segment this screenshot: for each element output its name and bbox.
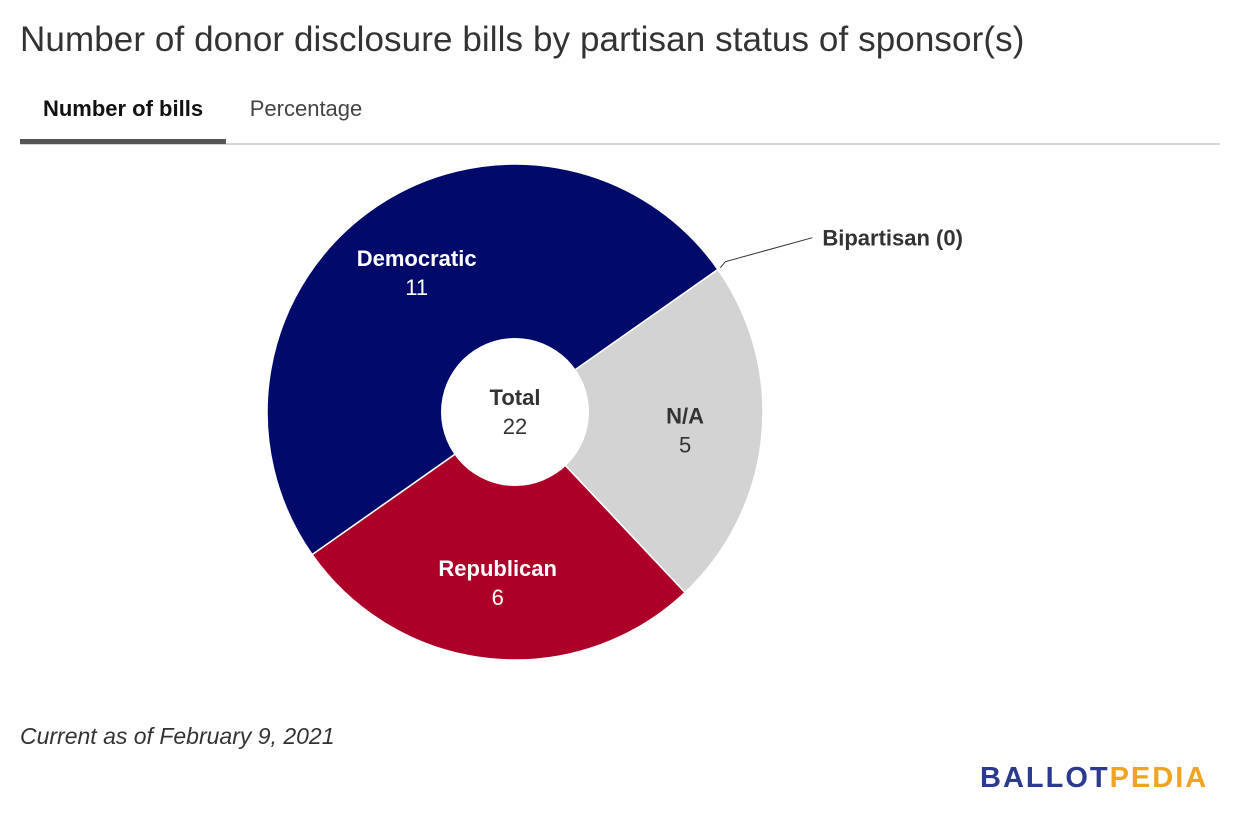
donut-hole [441, 338, 589, 486]
ballotpedia-logo[interactable]: BALLOTPEDIA [980, 762, 1208, 795]
center-total-value: 22 [503, 414, 527, 439]
slice-label-republican: Republican [438, 556, 557, 581]
pie-slice-republican[interactable] [311, 411, 687, 661]
tab-bar: Number of bills Percentage [20, 86, 1220, 145]
pie-slice-n-a[interactable] [513, 268, 764, 594]
tab-percentage[interactable]: Percentage [249, 96, 363, 121]
slice-label-bipartisan: Bipartisan (0) [822, 226, 963, 251]
callout-line-bipartisan [719, 237, 813, 268]
logo-part-ballot: BALLOT [980, 762, 1110, 794]
slice-label-democratic: Democratic [357, 246, 477, 271]
tab-number-of-bills[interactable]: Number of bills [20, 86, 226, 144]
slice-value-republican: 6 [492, 585, 504, 610]
slice-value-n-a: 5 [679, 432, 691, 457]
chart-title: Number of donor disclosure bills by part… [20, 20, 1025, 59]
logo-part-pedia: PEDIA [1109, 762, 1209, 794]
slice-value-democratic: 11 [405, 275, 428, 300]
slice-label-n-a: N/A [666, 403, 704, 428]
footnote: Current as of February 9, 2021 [20, 723, 335, 749]
center-total-label: Total [490, 385, 541, 410]
